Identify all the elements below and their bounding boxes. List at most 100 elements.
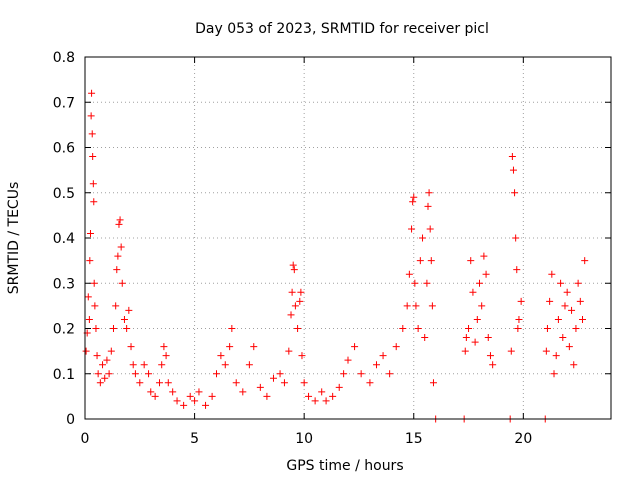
data-point xyxy=(424,202,432,210)
grid-lines xyxy=(85,57,611,419)
data-point xyxy=(256,383,264,391)
data-point xyxy=(263,392,271,400)
data-point xyxy=(300,379,308,387)
data-point xyxy=(572,325,580,332)
data-point xyxy=(288,288,296,296)
data-point xyxy=(318,388,326,396)
data-point xyxy=(296,297,304,305)
data-point xyxy=(421,334,429,342)
data-point xyxy=(429,379,437,387)
data-point xyxy=(169,388,177,396)
data-point xyxy=(84,293,92,301)
data-point xyxy=(291,302,299,310)
data-point xyxy=(428,302,436,310)
data-point xyxy=(392,343,400,351)
data-point xyxy=(120,315,128,323)
data-point xyxy=(226,343,234,351)
data-point xyxy=(546,297,554,305)
data-point xyxy=(579,315,587,323)
data-point xyxy=(379,352,387,360)
data-point xyxy=(508,153,516,161)
data-point xyxy=(186,392,194,400)
data-point xyxy=(561,302,569,310)
data-point xyxy=(269,374,277,382)
data-point xyxy=(109,325,117,332)
data-point xyxy=(416,257,424,265)
data-point xyxy=(117,243,125,251)
data-point xyxy=(158,361,166,369)
data-point xyxy=(85,315,93,323)
data-point xyxy=(131,370,139,378)
data-point xyxy=(113,266,121,274)
data-point xyxy=(486,352,494,360)
data-point xyxy=(419,234,427,242)
data-point xyxy=(543,325,551,332)
data-point xyxy=(465,325,473,332)
data-point xyxy=(511,189,519,197)
data-points xyxy=(82,89,589,423)
data-point xyxy=(548,270,556,278)
data-point xyxy=(507,347,515,355)
data-point xyxy=(89,180,97,188)
x-tick-label: 5 xyxy=(190,431,199,447)
data-point xyxy=(101,374,109,382)
x-tick-label: 15 xyxy=(405,431,423,447)
data-point xyxy=(411,279,419,287)
data-point xyxy=(563,288,571,296)
data-point xyxy=(357,370,365,378)
x-axis-label: GPS time / hours xyxy=(286,458,403,474)
data-point xyxy=(461,347,469,355)
x-tick-label: 20 xyxy=(514,431,532,447)
data-point xyxy=(115,220,123,228)
data-point xyxy=(552,352,560,360)
data-point xyxy=(489,361,497,369)
data-point xyxy=(90,279,98,287)
data-point xyxy=(335,383,343,391)
data-point xyxy=(290,266,298,274)
data-point xyxy=(399,325,407,332)
y-tick-label: 0.5 xyxy=(53,186,75,202)
data-point xyxy=(305,392,313,400)
data-point xyxy=(112,302,120,310)
data-point xyxy=(423,279,431,287)
data-point xyxy=(129,361,137,369)
data-point xyxy=(87,112,95,120)
data-point xyxy=(542,347,550,355)
data-point xyxy=(517,297,525,305)
data-point xyxy=(160,343,168,351)
data-point xyxy=(410,193,418,201)
data-point xyxy=(173,397,181,405)
data-point xyxy=(322,397,330,405)
data-point xyxy=(412,302,420,310)
data-point xyxy=(280,379,288,387)
data-point xyxy=(228,325,236,332)
data-point xyxy=(581,257,589,265)
data-point xyxy=(164,379,172,387)
data-point xyxy=(86,257,94,265)
data-point xyxy=(509,166,517,174)
data-point xyxy=(372,361,380,369)
data-point xyxy=(554,315,562,323)
data-point xyxy=(91,302,99,310)
data-point xyxy=(311,397,319,405)
data-point xyxy=(344,356,352,364)
chart-title: Day 053 of 2023, SRMTID for receiver pic… xyxy=(195,21,489,37)
data-point xyxy=(213,370,220,378)
data-point xyxy=(287,311,295,319)
data-point xyxy=(156,379,164,387)
y-tick-label: 0.6 xyxy=(53,141,75,157)
data-point xyxy=(298,352,306,360)
data-point xyxy=(114,252,122,260)
x-tick-label: 0 xyxy=(81,431,90,447)
data-point xyxy=(473,315,481,323)
data-point xyxy=(515,315,523,323)
data-point xyxy=(482,270,490,278)
data-point xyxy=(96,379,104,387)
data-point xyxy=(480,252,488,260)
data-point xyxy=(99,361,107,369)
data-point xyxy=(462,334,470,342)
data-point xyxy=(351,343,359,351)
data-point xyxy=(408,225,416,233)
